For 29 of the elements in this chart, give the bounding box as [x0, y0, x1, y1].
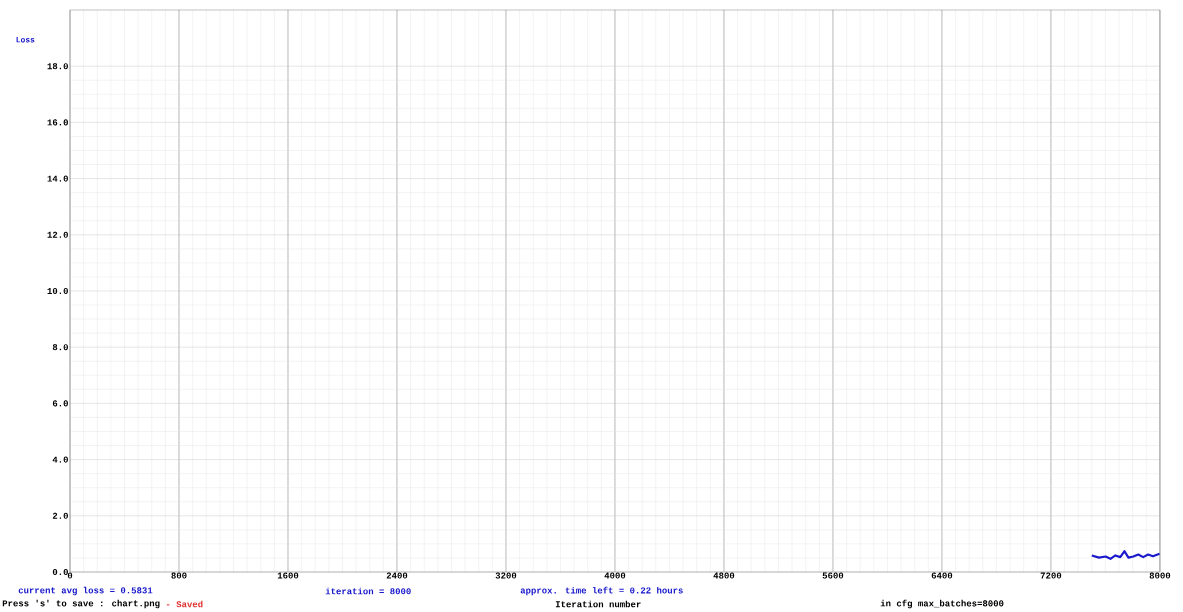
y-tick-label: 6.0 — [52, 400, 68, 407]
x-tick-label: 4000 — [604, 572, 626, 579]
x-axis-title: Iteration number — [555, 600, 641, 608]
y-tick-label: 16.0 — [47, 119, 68, 126]
x-tick-label: 800 — [171, 572, 187, 579]
y-tick-label: 2.0 — [52, 512, 68, 519]
text: current avg loss = 0.5831 — [18, 586, 153, 596]
text: in cfg max_batches=8000 — [880, 599, 1004, 609]
y-tick-label: 8.0 — [52, 344, 68, 351]
y-tick-label: 18.0 — [47, 63, 68, 70]
x-tick-label: 2400 — [386, 572, 408, 579]
x-tick-label: 7200 — [1040, 572, 1062, 579]
x-tick-label: 0 — [67, 572, 73, 579]
y-tick-label: 14.0 — [47, 175, 68, 182]
text: iteration = 8000 — [325, 587, 411, 595]
x-tick-label: 1600 — [277, 572, 299, 579]
y-tick-label: 12.0 — [47, 231, 68, 238]
x-tick-label: 6400 — [931, 572, 953, 579]
y-tick-label: 0.0 — [52, 568, 68, 576]
x-tick-label: 3200 — [495, 572, 517, 579]
y-tick-label: 4.0 — [52, 456, 68, 463]
line-series — [1090, 550, 1160, 560]
y-tick-label: 10.0 — [47, 287, 68, 295]
text: Press 's' to save : chart.png — [2, 599, 160, 609]
x-tick-label: 5600 — [822, 572, 844, 579]
x-tick-label: 8000 — [1149, 572, 1171, 579]
text: - Saved — [166, 600, 203, 608]
text: approx. time left = 0.22 hours — [520, 586, 683, 596]
x-tick-label: 4800 — [713, 572, 735, 579]
